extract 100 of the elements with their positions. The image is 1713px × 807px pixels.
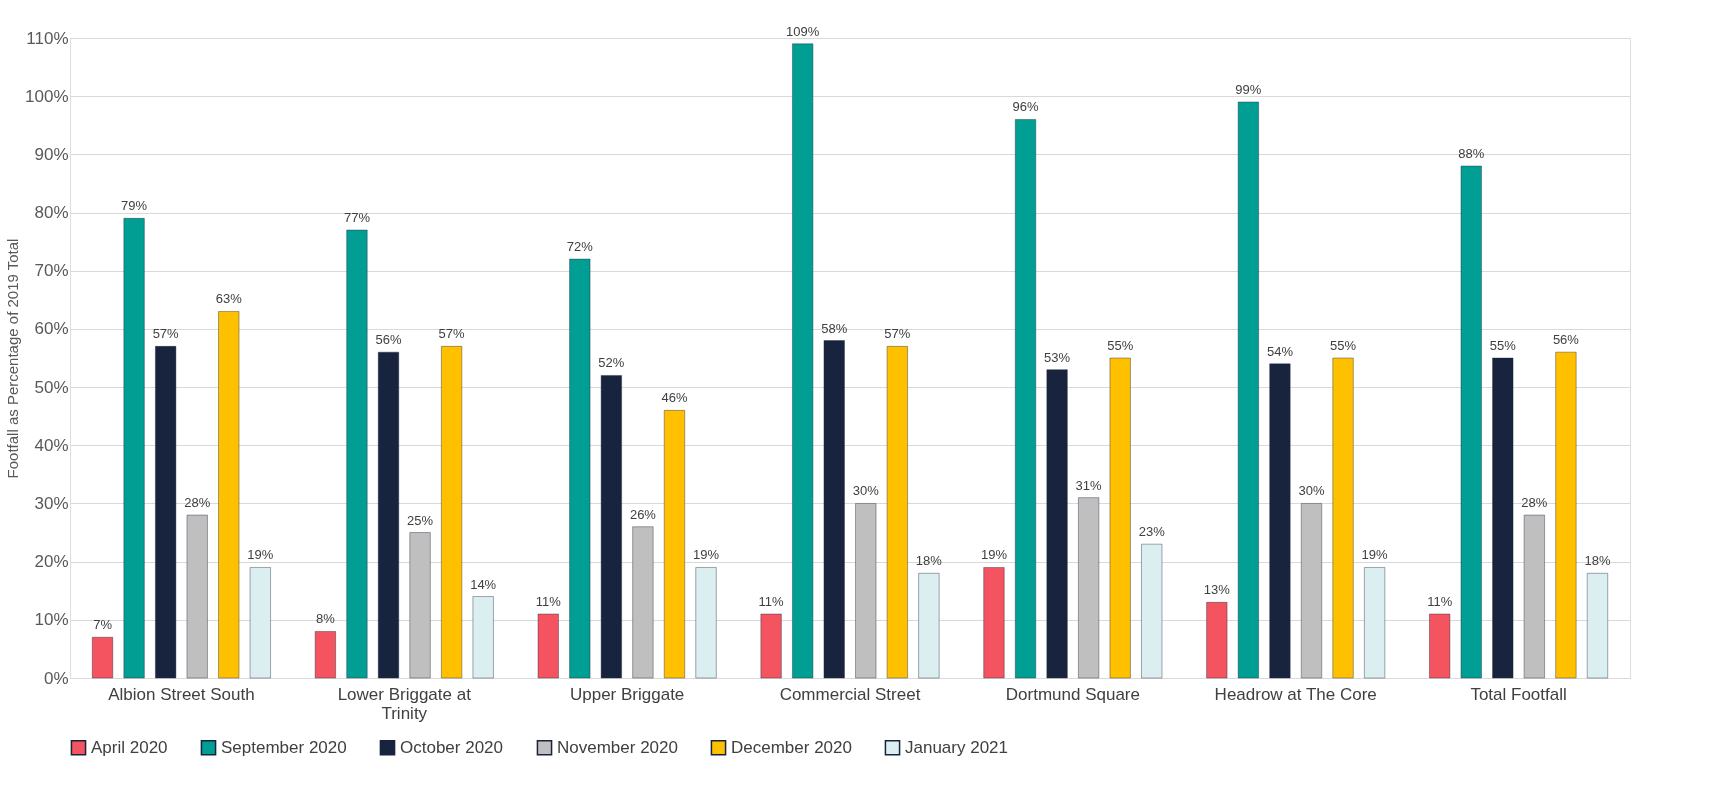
bar <box>1429 613 1451 679</box>
y-tick-label: 70% <box>34 261 69 281</box>
bar <box>1015 119 1036 679</box>
y-tick-label: 50% <box>34 377 69 397</box>
y-axis-title: Footfall as Percentage of 2019 Total <box>4 238 22 479</box>
data-label: 88% <box>1458 146 1485 161</box>
bar <box>760 613 782 679</box>
data-label: 11% <box>1427 594 1453 609</box>
bar <box>1523 514 1545 679</box>
bar <box>1269 363 1291 679</box>
data-label: 96% <box>1012 99 1039 115</box>
data-label: 79% <box>121 198 148 214</box>
y-tick-label: 20% <box>34 552 69 572</box>
data-label: 54% <box>1266 343 1294 359</box>
data-label: 72% <box>566 239 594 255</box>
legend-label: November 2020 <box>557 737 678 757</box>
bar <box>1078 497 1100 679</box>
data-label: 28% <box>184 495 211 511</box>
bar <box>155 346 177 679</box>
bar <box>1587 573 1608 679</box>
data-label: 26% <box>629 506 657 522</box>
x-tick-label: Lower Briggate at Trinity <box>337 684 472 723</box>
data-label: 77% <box>343 210 371 225</box>
bar <box>1555 351 1577 679</box>
data-label: 99% <box>1235 82 1262 97</box>
data-label: 23% <box>1138 524 1166 540</box>
y-tick-label: 110% <box>26 28 69 48</box>
bar <box>792 43 814 679</box>
bar <box>886 346 908 679</box>
data-label: 57% <box>438 326 466 342</box>
data-label: 57% <box>884 326 911 342</box>
data-label: 19% <box>980 547 1008 563</box>
data-label: 31% <box>1075 477 1103 493</box>
y-tick-label: 100% <box>25 86 69 106</box>
legend-label: September 2020 <box>221 737 347 757</box>
data-label: 19% <box>247 547 274 563</box>
bar <box>1046 369 1068 679</box>
bar <box>123 218 145 679</box>
data-label: 28% <box>1521 495 1548 511</box>
data-label: 55% <box>1330 338 1357 353</box>
x-tick-label: Commercial Street <box>779 684 921 704</box>
legend-label: April 2020 <box>91 737 168 757</box>
bar <box>600 375 622 679</box>
bar <box>249 567 271 679</box>
data-label: 30% <box>1298 483 1325 499</box>
legend-label: December 2020 <box>731 737 852 757</box>
x-tick-label: Dortmund Square <box>1005 684 1140 704</box>
legend-label: January 2021 <box>905 737 1009 757</box>
bar <box>218 311 240 679</box>
data-label: 55% <box>1489 338 1517 353</box>
bar <box>664 410 685 679</box>
data-label: 25% <box>407 512 434 528</box>
bar <box>1301 503 1322 679</box>
data-label: 11% <box>535 594 562 609</box>
bar <box>1364 567 1386 679</box>
data-label: 57% <box>152 326 180 342</box>
bar <box>1141 543 1163 679</box>
data-label: 11% <box>758 594 785 609</box>
data-label: 19% <box>693 547 720 563</box>
y-tick-label: 10% <box>34 610 69 630</box>
data-label: 8% <box>316 611 336 627</box>
y-tick-label: 30% <box>34 493 69 513</box>
bar <box>1332 357 1354 679</box>
bar <box>823 340 845 679</box>
y-tick-label: 40% <box>34 435 69 455</box>
data-label: 13% <box>1203 582 1231 598</box>
data-label: 52% <box>598 355 625 371</box>
bar <box>472 596 494 679</box>
bar <box>918 573 940 679</box>
bar <box>346 229 368 679</box>
data-label: 14% <box>470 576 497 592</box>
bar <box>569 258 591 679</box>
y-tick-label: 80% <box>34 203 69 223</box>
bar <box>1206 602 1228 679</box>
x-tick-label: Upper Briggate <box>569 684 685 704</box>
bar <box>1460 165 1482 679</box>
bar <box>186 514 208 679</box>
bar <box>632 526 654 679</box>
data-label: 46% <box>661 390 688 406</box>
bar <box>314 631 336 679</box>
bar <box>855 503 877 679</box>
x-tick-label: Total Footfall <box>1470 684 1567 704</box>
bar <box>1237 101 1259 679</box>
data-label: 58% <box>821 320 848 336</box>
data-label: 18% <box>1584 553 1611 569</box>
x-tick-label: Headrow at The Core <box>1214 684 1377 704</box>
bar <box>441 346 463 679</box>
bar <box>537 613 559 679</box>
data-label: 18% <box>915 553 943 569</box>
bar <box>92 637 113 679</box>
data-label: 109% <box>786 23 820 39</box>
y-tick-label: 0% <box>43 668 69 688</box>
data-label: 55% <box>1107 338 1134 353</box>
bar <box>409 532 431 679</box>
y-tick-label: 90% <box>34 144 69 164</box>
bar <box>983 567 1005 679</box>
x-tick-label: Albion Street South <box>108 684 255 704</box>
y-tick-label: 60% <box>34 319 69 339</box>
data-label: 19% <box>1361 547 1389 563</box>
data-label: 7% <box>93 617 113 633</box>
